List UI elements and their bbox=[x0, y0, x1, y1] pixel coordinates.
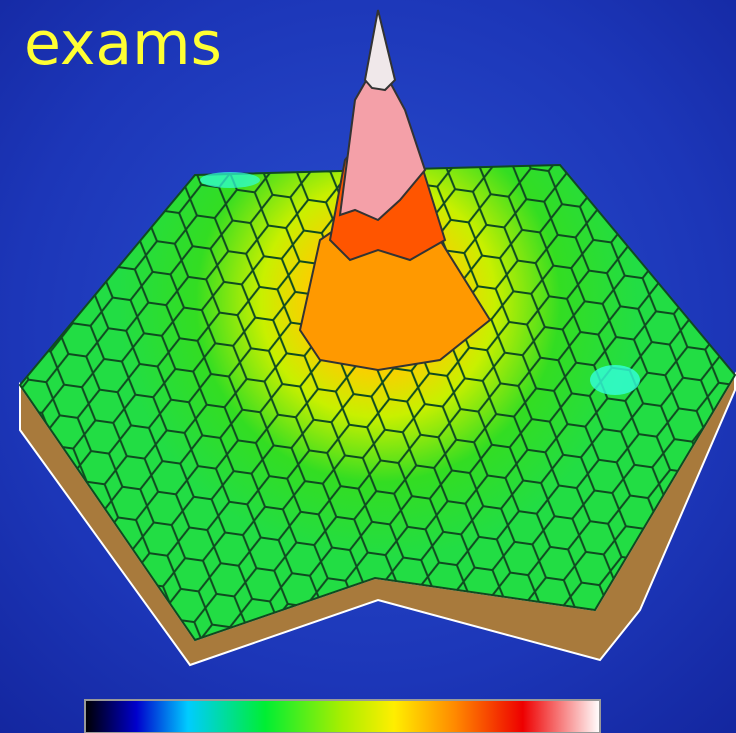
color-bar bbox=[84, 699, 601, 733]
peak-pink bbox=[338, 57, 427, 222]
cyan-spot bbox=[200, 172, 260, 188]
cyan-spot bbox=[590, 365, 640, 395]
peak-tip bbox=[363, 9, 397, 92]
title: exams bbox=[24, 9, 222, 79]
